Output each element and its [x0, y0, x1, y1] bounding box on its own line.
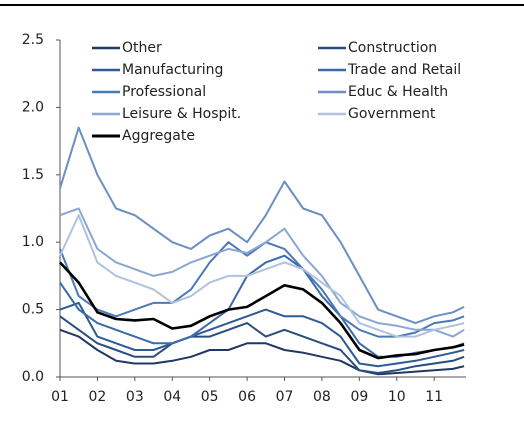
- legend-label: Construction: [348, 40, 437, 56]
- y-tick-label: 1.5: [22, 167, 44, 183]
- x-tick-label: 02: [89, 389, 107, 405]
- legend-label: Aggregate: [122, 128, 195, 144]
- y-tick-label: 2.0: [22, 99, 44, 115]
- series-line: [59, 328, 465, 376]
- x-tick-label: 06: [238, 389, 256, 405]
- series-line: [59, 241, 465, 338]
- legend-label: Professional: [122, 84, 206, 100]
- x-tick-label: 07: [276, 389, 294, 405]
- legend-label: Other: [122, 40, 162, 56]
- y-tick-label: 0.0: [22, 369, 44, 385]
- x-tick-label: 01: [51, 389, 69, 405]
- legend-label: Manufacturing: [122, 62, 223, 78]
- series-line: [59, 207, 465, 338]
- x-tick-label: 08: [313, 389, 331, 405]
- x-tick-label: 09: [350, 389, 368, 405]
- x-tick-label: 03: [126, 389, 144, 405]
- series-line: [59, 315, 465, 374]
- y-tick-label: 0.5: [22, 302, 44, 318]
- series-line: [59, 126, 465, 325]
- legend-label: Leisure & Hospit.: [122, 106, 241, 122]
- x-tick-label: 11: [425, 389, 443, 405]
- x-tick-label: 05: [201, 389, 219, 405]
- series-line: [59, 214, 465, 338]
- y-tick-label: 2.5: [22, 32, 44, 48]
- x-tick-label: 04: [163, 389, 181, 405]
- legend-label: Trade and Retail: [347, 62, 461, 78]
- x-tick-label: 10: [388, 389, 406, 405]
- series-line: [59, 301, 465, 368]
- y-tick-label: 1.0: [22, 234, 44, 250]
- series-line: [59, 261, 465, 360]
- legend-label: Government: [348, 106, 436, 122]
- legend-label: Educ & Health: [348, 84, 448, 100]
